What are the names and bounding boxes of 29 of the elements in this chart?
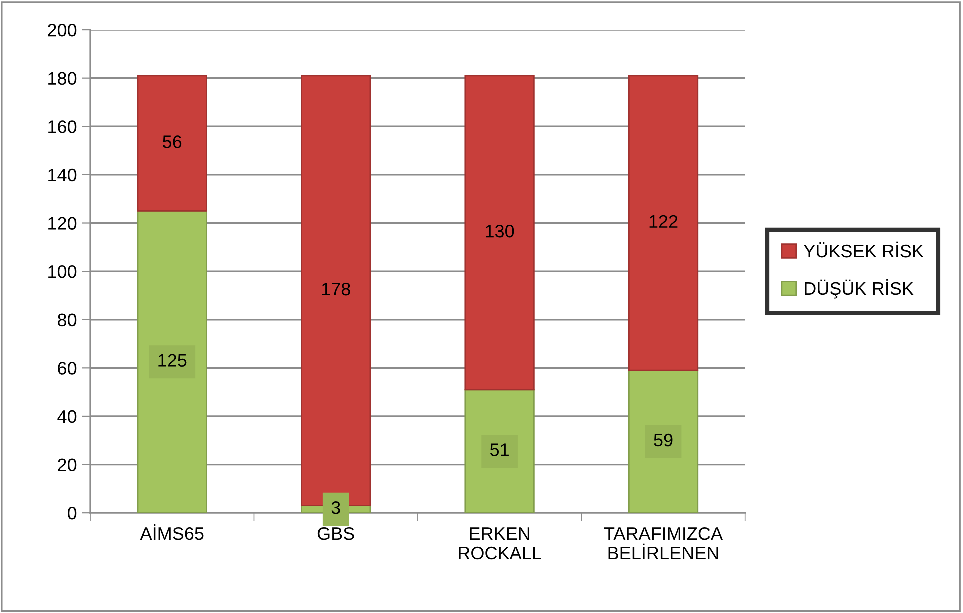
x-tick-label: GBS xyxy=(318,527,354,540)
data-label: 178 xyxy=(322,282,350,296)
bar xyxy=(137,210,208,514)
data-label: 56 xyxy=(163,136,182,148)
data-label: 125 xyxy=(158,354,187,367)
y-tick-label: 100 xyxy=(48,265,77,278)
legend-label: YÜKSEK RİSK xyxy=(804,242,924,258)
y-tick-label: 0 xyxy=(68,507,77,520)
y-tick-label: 20 xyxy=(58,458,77,472)
y-tick-label: 80 xyxy=(58,314,77,327)
bar xyxy=(137,75,208,212)
y-tick-label: 40 xyxy=(58,410,77,424)
data-label: 51 xyxy=(490,444,509,456)
x-tick-label: ERKEN ROCKALL xyxy=(459,528,542,560)
legend-label: DÜŞÜK RİSK xyxy=(805,279,914,299)
bar xyxy=(628,75,699,372)
data-label: 59 xyxy=(654,434,673,447)
data-label: 122 xyxy=(650,215,678,228)
y-tick-label: 160 xyxy=(48,120,77,134)
data-label: 130 xyxy=(486,224,514,238)
x-tick-label: AİMS65 xyxy=(140,524,204,540)
bar xyxy=(464,75,535,391)
y-tick-label: 60 xyxy=(58,362,77,375)
x-tick-label: TARAFIMIZCA BELİRLENEN xyxy=(604,527,723,560)
y-tick-label: 200 xyxy=(48,24,77,37)
data-label: 3 xyxy=(332,502,340,514)
y-tick-label: 140 xyxy=(48,168,77,182)
y-tick-label: 120 xyxy=(48,217,77,230)
y-tick-label: 180 xyxy=(48,72,77,86)
